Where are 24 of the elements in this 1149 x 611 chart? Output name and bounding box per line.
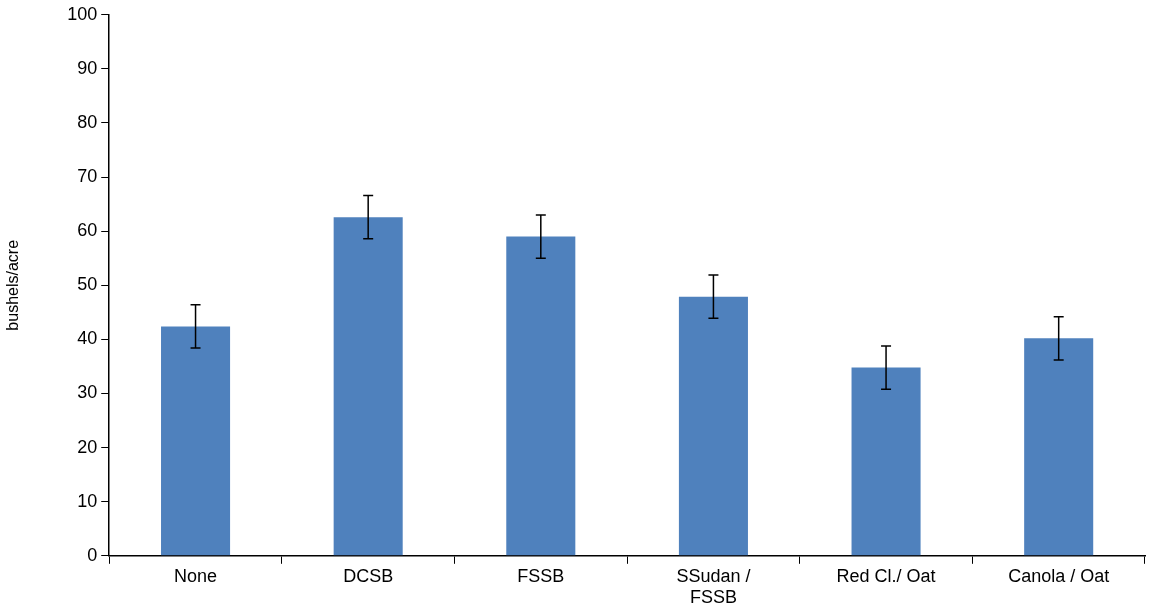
y-tick-label: 100 bbox=[67, 3, 98, 24]
x-tick-label: Red Cl./ Oat bbox=[836, 565, 936, 586]
y-tick-label: 0 bbox=[87, 544, 98, 565]
x-tick-label: DCSB bbox=[343, 565, 394, 586]
bar bbox=[161, 326, 231, 556]
y-tick-label: 60 bbox=[77, 220, 98, 241]
y-tick-label: 70 bbox=[77, 166, 98, 187]
y-tick-label: 50 bbox=[77, 274, 98, 295]
bar bbox=[851, 367, 921, 556]
x-tick-label: FSSB bbox=[517, 565, 565, 586]
y-tick-label: 20 bbox=[77, 436, 98, 457]
y-tick-label: 10 bbox=[77, 490, 98, 511]
bar bbox=[506, 236, 576, 556]
y-tick-label: 90 bbox=[77, 57, 98, 78]
x-tick-label: Canola / Oat bbox=[1008, 565, 1110, 586]
y-tick-label: 80 bbox=[77, 111, 98, 132]
x-tick-label: SSudan / FSSB bbox=[676, 565, 751, 608]
x-tick-label: None bbox=[174, 565, 218, 586]
y-tick-label: 40 bbox=[77, 328, 98, 349]
bar bbox=[1024, 338, 1094, 556]
bar bbox=[678, 296, 748, 556]
y-axis-title: bushels/acre bbox=[4, 239, 22, 331]
y-tick-label: 30 bbox=[77, 382, 98, 403]
bar bbox=[333, 217, 403, 556]
